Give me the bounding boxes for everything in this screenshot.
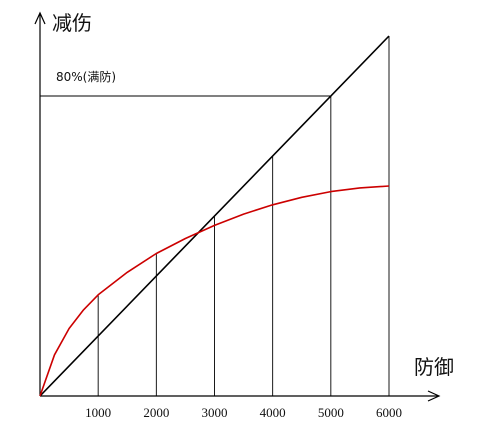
guide-lines [40, 36, 390, 396]
x-tick-labels: 1000 2000 3000 4000 5000 6000 [85, 405, 402, 420]
x-tick-label-5000: 5000 [318, 405, 344, 420]
y-axis-arrow [34, 11, 46, 25]
x-axis-arrow [427, 390, 441, 402]
x-tick-label-2000: 2000 [143, 405, 169, 420]
x-tick-label-6000: 6000 [376, 405, 402, 420]
x-tick-label-3000: 3000 [202, 405, 228, 420]
labels: 减伤 防御 80%(满防) [52, 11, 454, 379]
series-group [39, 35, 390, 397]
x-tick-label-4000: 4000 [260, 405, 286, 420]
series-curve-line [39, 185, 390, 397]
x-axis-label: 防御 [414, 355, 454, 379]
max-defense-annotation: 80%(满防) [56, 69, 116, 84]
series-linear-line [39, 35, 390, 397]
axes [34, 11, 441, 402]
x-tick-label-1000: 1000 [85, 405, 111, 420]
y-axis-label: 减伤 [52, 11, 92, 35]
